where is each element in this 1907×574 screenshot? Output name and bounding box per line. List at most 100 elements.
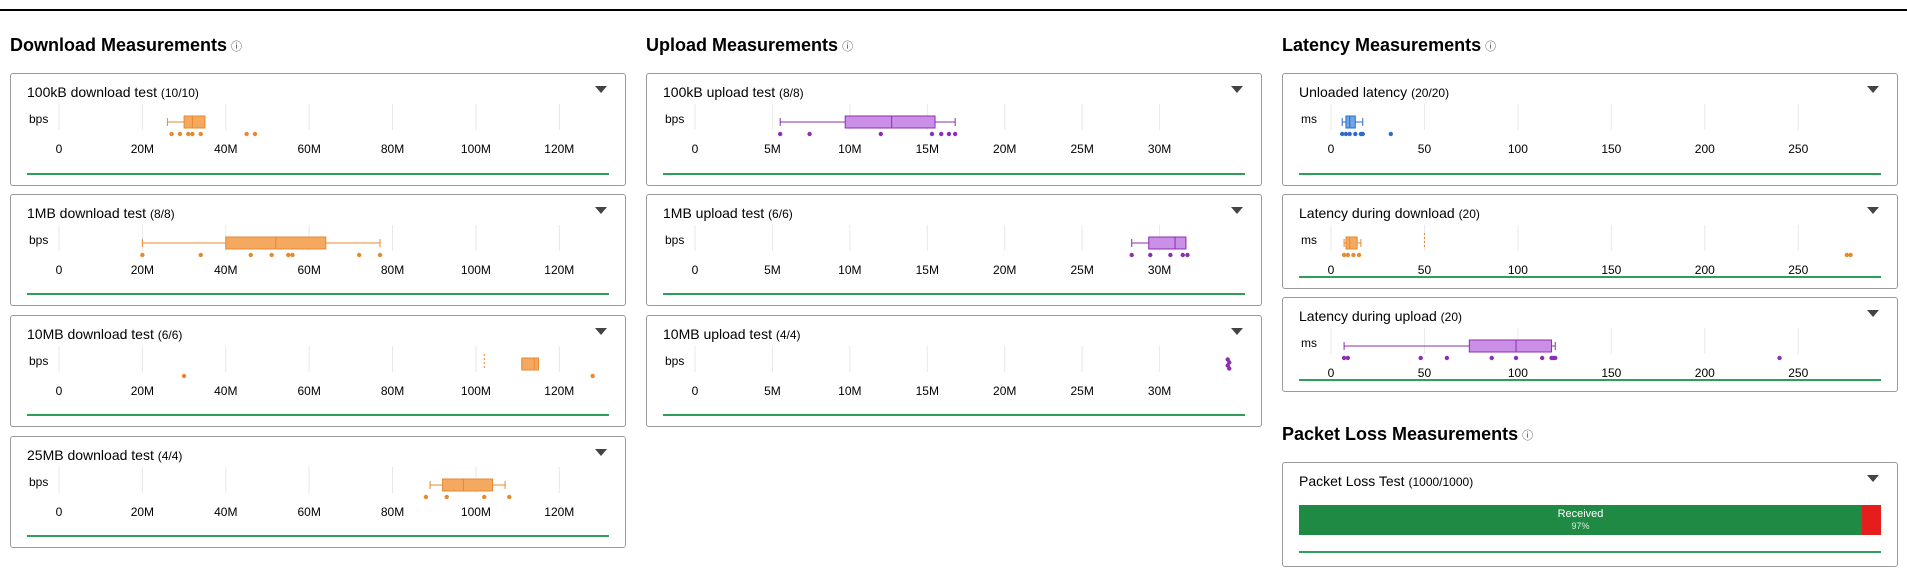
tick-label: 0: [56, 263, 63, 277]
tick-label: 150: [1601, 142, 1621, 156]
card-title: Latency during download (20): [1299, 205, 1480, 221]
test-name: Latency during upload: [1299, 308, 1437, 324]
data-point: [1343, 131, 1349, 137]
data-point: [1489, 355, 1494, 361]
card-download-10mb: 10MB download test (6/6) bps 0 20M 40M 60M 80M…: [10, 315, 626, 427]
tick-label: 100M: [461, 384, 491, 398]
box-plot: 0 50 100 150 200 250: [1328, 225, 1853, 277]
tick-label: 40M: [214, 263, 237, 277]
card-latency-upload: Latency during upload (20) ms 0 50 100 150 200…: [1282, 297, 1898, 392]
data-point: [807, 131, 812, 137]
chevron-down-icon[interactable]: [595, 449, 607, 456]
tick-label: 120M: [544, 263, 574, 277]
test-name: Packet Loss Test: [1299, 473, 1405, 489]
card-progress-line: [1299, 173, 1881, 175]
tick-label: 120M: [544, 142, 574, 156]
card-download-25mb: 25MB download test (4/4) bps 0 20M 40M 60M 80M…: [10, 436, 626, 548]
chevron-down-icon[interactable]: [1231, 207, 1243, 214]
tick-label: 15M: [916, 142, 939, 156]
test-name: 100kB upload test: [663, 84, 776, 100]
tick-label: 0: [56, 142, 63, 156]
packet-loss-bar: Received 97%: [1299, 505, 1881, 535]
tick-label: 20M: [131, 142, 154, 156]
card-download-1mb: 1MB download test (8/8) bps 0 20M 40M 60M 80M 1…: [10, 194, 626, 306]
box-plot: 0 20M 40M 60M 80M 100M 120M: [56, 104, 574, 156]
data-point: [507, 494, 512, 500]
data-point: [590, 373, 595, 379]
card-upload-10mb: 10MB upload test (4/4) bps 0 5M 10M 15M 20M 25M…: [646, 315, 1262, 427]
card-packet-loss: Packet Loss Test (1000/1000) Received 97…: [1282, 462, 1898, 567]
card-title: Packet Loss Test (1000/1000): [1299, 473, 1473, 489]
data-point: [377, 252, 383, 258]
card-progress-line: [27, 414, 609, 416]
tick-label: 120M: [544, 505, 574, 519]
tick-label: 60M: [297, 263, 320, 277]
tick-label: 50: [1418, 366, 1432, 380]
tick-label: 100: [1508, 263, 1528, 277]
data-point: [1388, 131, 1394, 137]
card-title: 10MB upload test (4/4): [663, 326, 801, 342]
chevron-down-icon[interactable]: [1231, 328, 1243, 335]
chevron-down-icon[interactable]: [1231, 86, 1243, 93]
chevron-down-icon[interactable]: [1867, 86, 1879, 93]
test-count: (6/6): [768, 207, 793, 221]
unit-label: ms: [1301, 233, 1317, 247]
tick-label: 20M: [993, 263, 1016, 277]
box: [844, 115, 936, 129]
received-segment: Received 97%: [1299, 505, 1862, 535]
tick-label: 25M: [1070, 263, 1093, 277]
data-point: [1539, 355, 1545, 361]
chevron-down-icon[interactable]: [1867, 475, 1879, 482]
card-progress-line: [663, 414, 1245, 416]
data-point: [444, 494, 449, 500]
section-title-text: Latency Measurements: [1282, 35, 1482, 55]
card-upload-1mb: 1MB upload test (6/6) bps 0 5M 10M 15M 20M 25M 3…: [646, 194, 1262, 306]
info-icon[interactable]: ⓘ: [842, 41, 854, 54]
data-point: [286, 252, 291, 258]
info-icon[interactable]: ⓘ: [1485, 41, 1497, 54]
tick-label: 20M: [131, 263, 154, 277]
tick-label: 30M: [1148, 263, 1171, 277]
chevron-down-icon[interactable]: [595, 86, 607, 93]
card-progress-line: [27, 535, 609, 537]
unit-label: bps: [665, 233, 685, 247]
section-title-text: Download Measurements: [10, 35, 228, 55]
tick-label: 250: [1788, 366, 1808, 380]
tick-label: 30M: [1148, 384, 1171, 398]
tick-label: 10M: [838, 142, 861, 156]
tick-label: 60M: [297, 384, 320, 398]
data-point: [946, 131, 952, 137]
data-point: [186, 131, 191, 137]
tick-label: 80M: [381, 384, 404, 398]
card-title: 10MB download test (6/6): [27, 326, 182, 342]
tick-label: 100M: [461, 505, 491, 519]
box-plot: 0 50 100 150 200 250: [1328, 104, 1809, 156]
tick-label: 200: [1695, 142, 1715, 156]
chevron-down-icon[interactable]: [595, 328, 607, 335]
info-icon[interactable]: ⓘ: [231, 41, 243, 54]
data-point: [198, 131, 203, 137]
tick-label: 0: [56, 505, 63, 519]
test-name: 1MB download test: [27, 205, 147, 221]
data-point: [1129, 252, 1134, 258]
chevron-down-icon[interactable]: [595, 207, 607, 214]
section-title-text: Packet Loss Measurements: [1282, 424, 1519, 444]
test-count: (10/10): [160, 86, 199, 100]
box: [1345, 115, 1356, 129]
data-point: [198, 252, 203, 258]
card-latency-download: Latency during download (20) ms 0 50 100 150 2…: [1282, 194, 1898, 289]
unit-label: bps: [665, 354, 685, 368]
data-point: [269, 252, 274, 258]
card-title: 1MB download test (8/8): [27, 205, 175, 221]
chevron-down-icon[interactable]: [1867, 310, 1879, 317]
unit-label: bps: [29, 354, 49, 368]
box-plot: 0 20M 40M 60M 80M 100M 120M: [56, 467, 574, 519]
upload-section-title: Upload Measurements ⓘ: [646, 35, 853, 56]
card-progress-line: [27, 293, 609, 295]
chevron-down-icon[interactable]: [1867, 207, 1879, 214]
info-icon[interactable]: ⓘ: [1522, 430, 1534, 443]
test-name: Unloaded latency: [1299, 84, 1408, 100]
data-point: [1844, 252, 1850, 258]
box: [442, 478, 494, 492]
data-point: [140, 252, 145, 258]
